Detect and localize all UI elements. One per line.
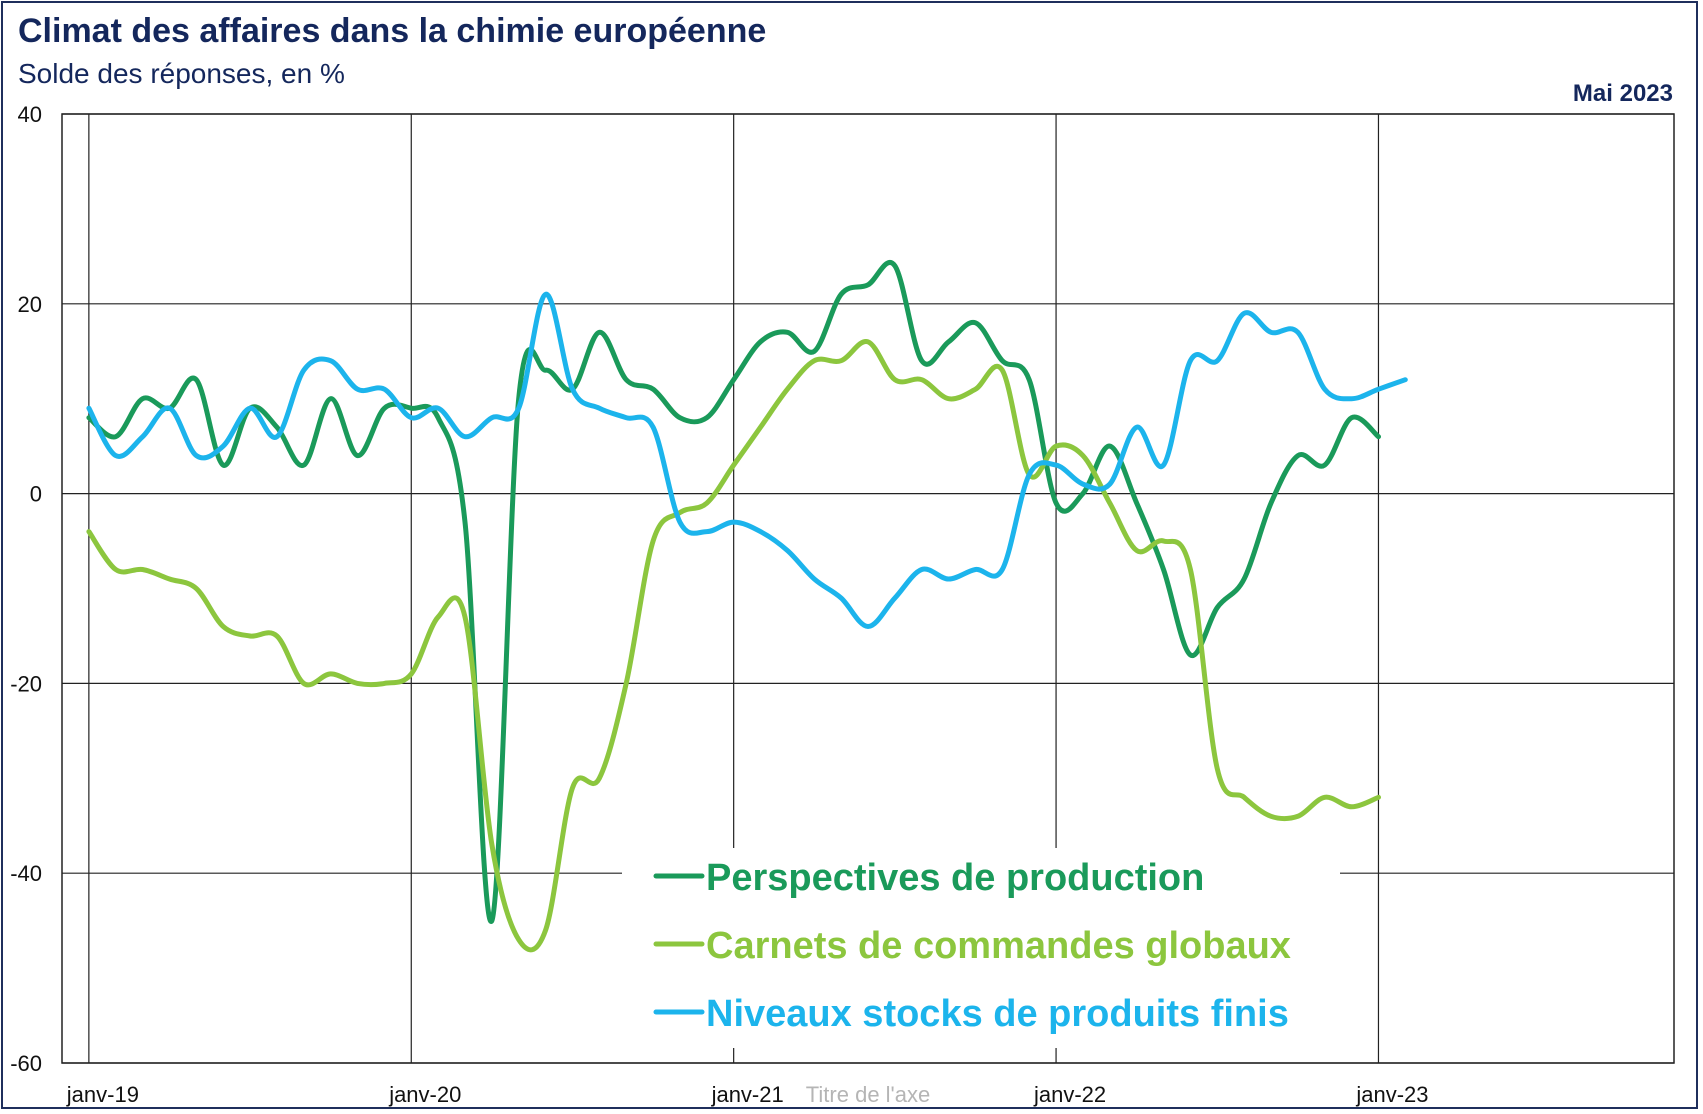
x-tick-label: janv-21 bbox=[711, 1082, 784, 1107]
series-line-commandes bbox=[86, 339, 1381, 953]
series-lines bbox=[86, 260, 1408, 953]
x-tick-label: janv-20 bbox=[388, 1082, 461, 1107]
y-axis-ticks: 40 20 0 -20 -40 -60 bbox=[10, 102, 42, 1076]
y-tick-label: -60 bbox=[10, 1051, 42, 1076]
grid bbox=[61, 113, 1675, 1064]
legend-label-production: Perspectives de production bbox=[706, 857, 1204, 899]
legend-label-stocks: Niveaux stocks de produits finis bbox=[706, 993, 1289, 1035]
legend-box bbox=[622, 848, 1340, 1048]
chart-title: Climat des affaires dans la chimie europ… bbox=[18, 12, 767, 50]
y-tick-label: -20 bbox=[10, 671, 42, 696]
date-label: Mai 2023 bbox=[1572, 80, 1673, 107]
x-axis-title: Titre de l'axe bbox=[806, 1082, 930, 1107]
x-axis-ticks: janv-19 janv-20 janv-21 janv-22 janv-23 bbox=[66, 1082, 1429, 1107]
x-tick-label: janv-23 bbox=[1355, 1082, 1428, 1107]
series-line-stocks bbox=[86, 291, 1408, 629]
y-tick-label: -40 bbox=[10, 861, 42, 886]
legend: Perspectives de production Carnets de com… bbox=[622, 848, 1340, 1048]
y-tick-label: 0 bbox=[30, 482, 42, 507]
y-tick-label: 40 bbox=[18, 102, 42, 127]
legend-label-commandes: Carnets de commandes globaux bbox=[706, 925, 1291, 967]
chart-subtitle: Solde des réponses, en % bbox=[18, 58, 345, 89]
x-tick-label: janv-22 bbox=[1033, 1082, 1106, 1107]
y-tick-label: 20 bbox=[18, 292, 42, 317]
x-tick-label: janv-19 bbox=[66, 1082, 139, 1107]
series-line-production bbox=[86, 260, 1381, 924]
